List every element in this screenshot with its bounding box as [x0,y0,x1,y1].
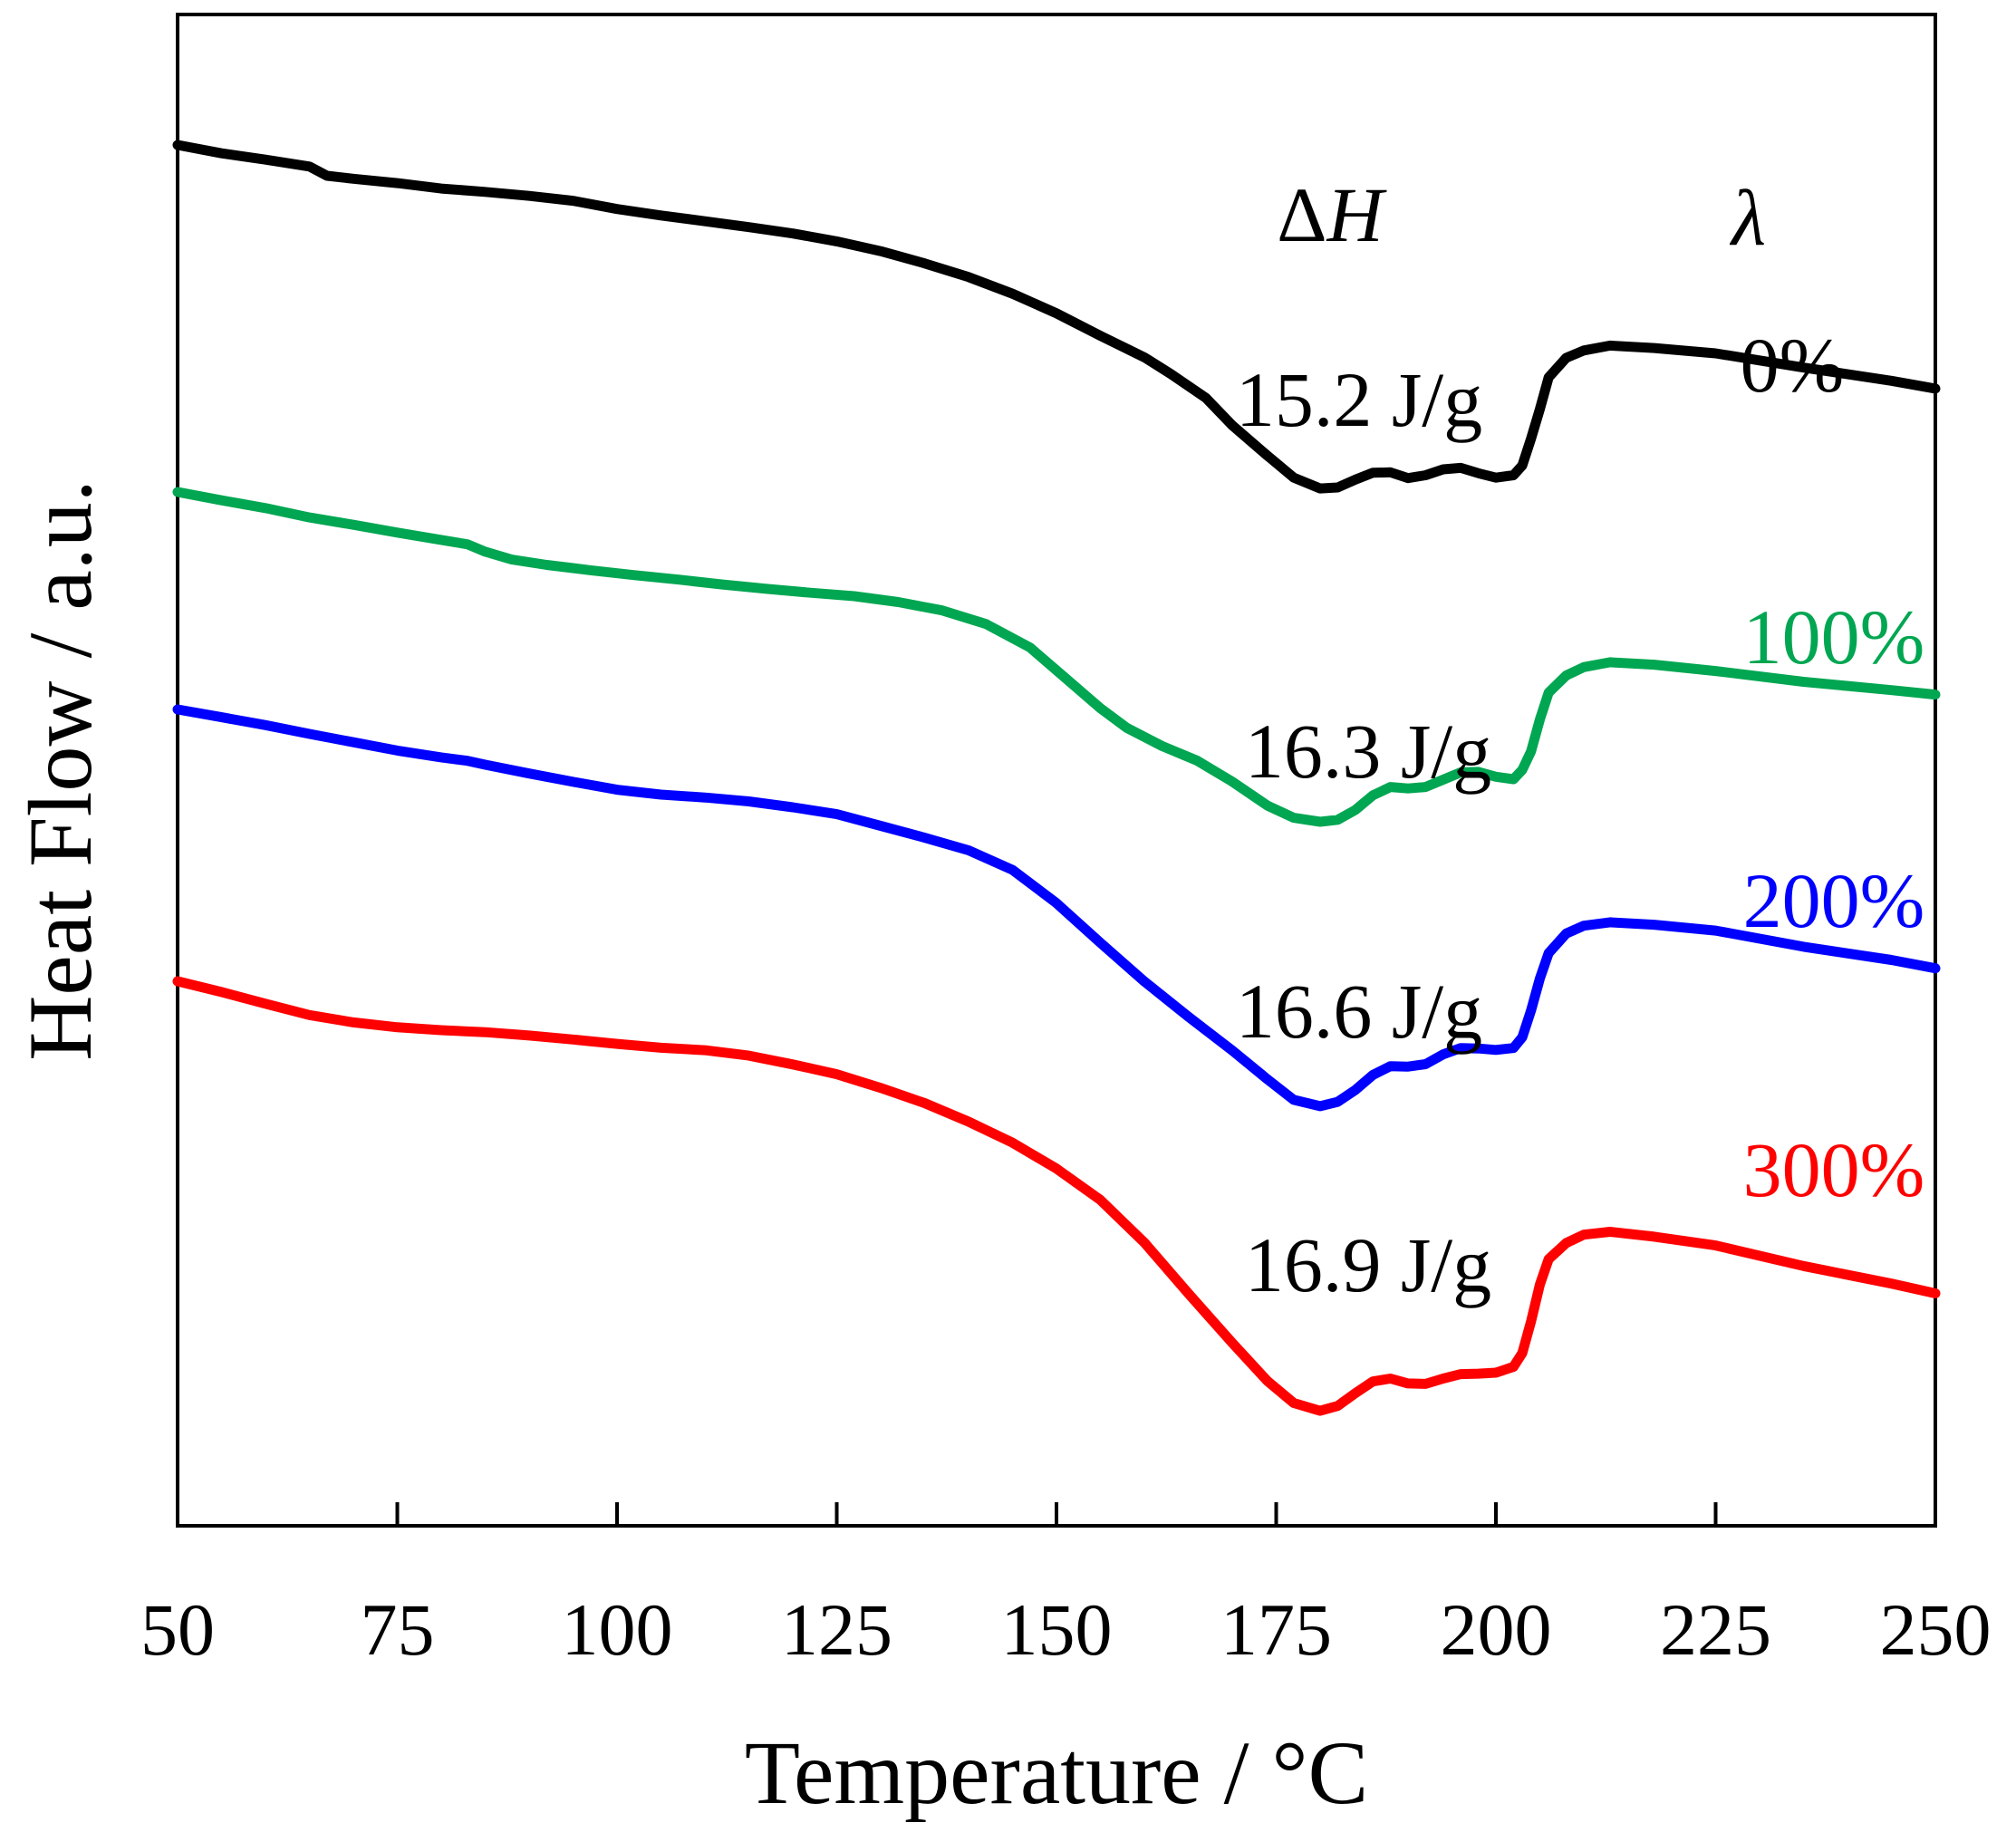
x-tick-label: 175 [1220,1588,1332,1671]
enthalpy-header-delta: Δ [1277,171,1326,258]
x-tick-label: 150 [1001,1588,1113,1671]
x-tick-label: 50 [140,1588,215,1671]
x-tick-label: 75 [361,1588,435,1671]
x-tick-label: 225 [1660,1588,1771,1671]
x-tick-label: 200 [1441,1588,1552,1671]
series-line-100pct [172,487,1941,827]
series-line-200pct [172,704,1941,1112]
x-tick-label: 250 [1880,1588,1992,1671]
enthalpy-label-0pct: 15.2 J/g [1236,356,1482,443]
annotations: ΔH λ 0% 15.2 J/g 100% 16.3 J/g 200% 16.6 J/g 3… [1236,171,1925,1308]
x-tick-label: 125 [781,1588,892,1671]
x-tick-label: 100 [562,1588,673,1671]
lambda-header: λ [1729,175,1766,263]
series-label-0pct: 0% [1741,322,1845,409]
series-lines [172,140,1941,1416]
x-axis-label: Temperature / °C [745,1722,1368,1823]
series-label-200pct: 200% [1743,857,1925,944]
enthalpy-label-300pct: 16.9 J/g [1245,1221,1491,1308]
enthalpy-header-h: H [1326,171,1387,258]
enthalpy-header: ΔH [1277,171,1386,258]
enthalpy-label-200pct: 16.6 J/g [1236,968,1482,1055]
enthalpy-label-100pct: 16.3 J/g [1245,708,1491,795]
series-line-300pct [172,976,1941,1416]
plot-frame [176,13,1937,1528]
y-axis-label: Heat Flow / a.u. [10,479,111,1061]
series-label-300pct: 300% [1743,1126,1925,1213]
x-axis-ticks: 50 75 100 125 150 175 200 225 250 [140,1502,1992,1671]
series-line-0pct [172,140,1941,494]
series-label-100pct: 100% [1743,593,1925,680]
